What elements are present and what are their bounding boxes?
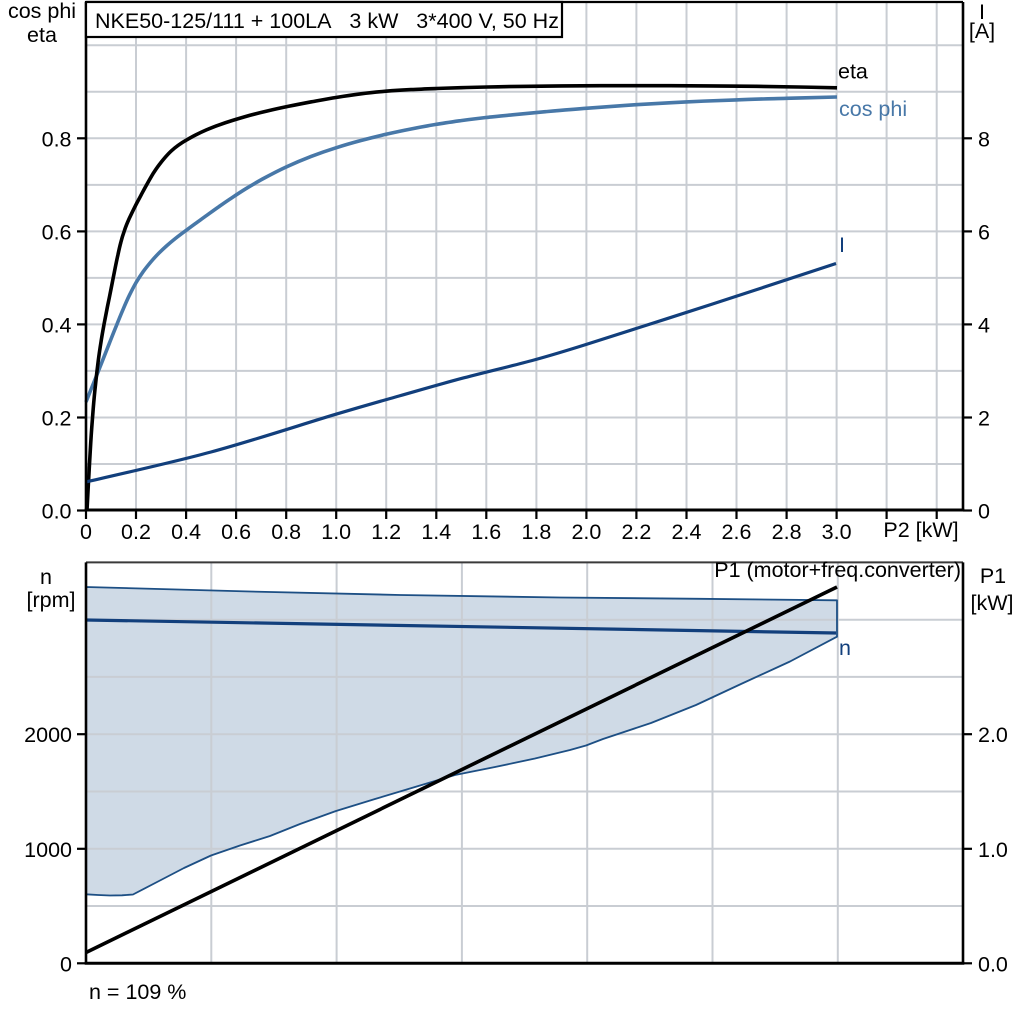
svg-text:4: 4: [978, 313, 990, 337]
svg-text:6: 6: [978, 220, 990, 244]
svg-text:1.0: 1.0: [321, 520, 351, 544]
svg-text:[rpm]: [rpm]: [27, 588, 76, 612]
svg-text:2.0: 2.0: [571, 520, 601, 544]
svg-text:I: I: [979, 0, 985, 24]
svg-text:0.4: 0.4: [42, 313, 72, 337]
svg-text:3.0: 3.0: [822, 520, 852, 544]
svg-text:2.2: 2.2: [621, 520, 651, 544]
svg-text:2.0: 2.0: [978, 723, 1008, 747]
svg-text:n: n: [40, 565, 52, 589]
svg-text:P2 [kW]: P2 [kW]: [883, 518, 958, 542]
svg-text:1.8: 1.8: [521, 520, 551, 544]
svg-text:0.8: 0.8: [42, 127, 72, 151]
svg-text:n: n: [839, 636, 851, 660]
svg-text:0.4: 0.4: [171, 520, 201, 544]
svg-text:0.0: 0.0: [978, 952, 1008, 976]
svg-text:cos phi: cos phi: [839, 97, 907, 121]
svg-text:[A]: [A]: [969, 19, 995, 43]
svg-text:1.2: 1.2: [371, 520, 401, 544]
svg-text:cos phi: cos phi: [8, 0, 76, 23]
svg-text:eta: eta: [27, 23, 57, 47]
svg-text:1.4: 1.4: [421, 520, 451, 544]
svg-text:1000: 1000: [24, 838, 72, 862]
svg-text:P1: P1: [980, 564, 1006, 588]
svg-text:2.8: 2.8: [772, 520, 802, 544]
svg-text:n = 109 %: n = 109 %: [89, 980, 186, 1004]
svg-text:0: 0: [60, 952, 72, 976]
svg-text:0.6: 0.6: [42, 220, 72, 244]
svg-text:0.0: 0.0: [42, 500, 72, 524]
svg-text:2.6: 2.6: [722, 520, 752, 544]
svg-text:1.6: 1.6: [471, 520, 501, 544]
svg-text:1.0: 1.0: [978, 838, 1008, 862]
svg-text:2: 2: [978, 407, 990, 431]
svg-text:[kW]: [kW]: [971, 591, 1014, 615]
svg-text:0.2: 0.2: [42, 407, 72, 431]
svg-text:2.4: 2.4: [672, 520, 702, 544]
svg-text:0.2: 0.2: [121, 520, 151, 544]
svg-text:NKE50-125/111 + 100LA 3 kW: NKE50-125/111 + 100LA 3 kW 3*400 V, 50 H…: [95, 9, 559, 33]
svg-text:P1 (motor+freq.converter): P1 (motor+freq.converter): [714, 558, 961, 582]
svg-text:I: I: [839, 233, 845, 257]
svg-text:0.6: 0.6: [221, 520, 251, 544]
svg-text:8: 8: [978, 127, 990, 151]
svg-text:0: 0: [978, 500, 990, 524]
svg-text:0: 0: [80, 520, 92, 544]
svg-text:0.8: 0.8: [271, 520, 301, 544]
svg-text:2000: 2000: [24, 723, 72, 747]
svg-text:eta: eta: [838, 60, 868, 84]
